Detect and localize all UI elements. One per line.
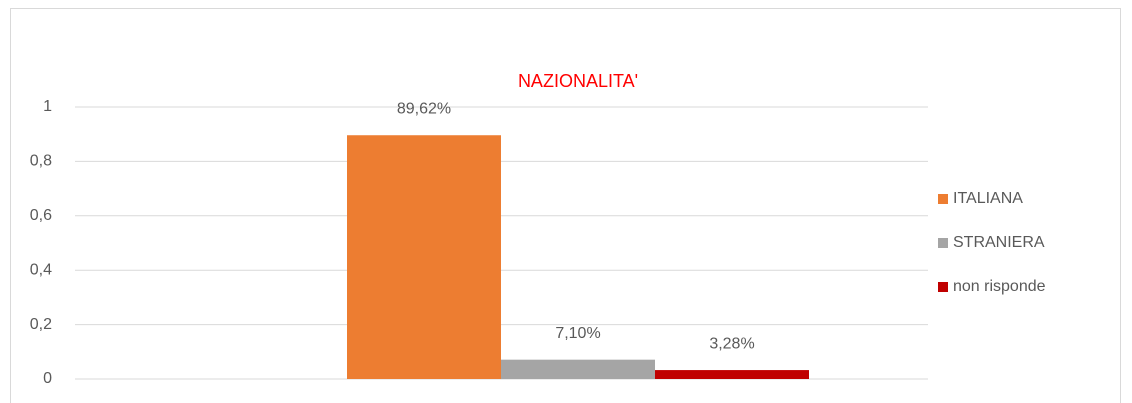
legend-label: non risponde bbox=[953, 278, 1046, 295]
bar bbox=[347, 135, 501, 379]
legend-swatch bbox=[938, 282, 948, 292]
chart-title: NAZIONALITA' bbox=[518, 71, 638, 91]
y-tick-label: 1 bbox=[43, 98, 52, 115]
bar bbox=[655, 370, 809, 379]
y-tick-label: 0,4 bbox=[30, 261, 52, 278]
chart-border bbox=[10, 8, 1121, 403]
data-label: 3,28% bbox=[709, 335, 754, 352]
data-label: 89,62% bbox=[397, 100, 451, 117]
y-tick-label: 0,8 bbox=[30, 153, 52, 170]
y-tick-label: 0,2 bbox=[30, 316, 52, 333]
data-label: 7,10% bbox=[555, 325, 600, 342]
legend-label: ITALIANA bbox=[953, 190, 1023, 207]
legend-swatch bbox=[938, 194, 948, 204]
y-tick-label: 0,6 bbox=[30, 207, 52, 224]
legend-swatch bbox=[938, 238, 948, 248]
legend-label: STRANIERA bbox=[953, 234, 1045, 251]
bar bbox=[501, 359, 655, 379]
y-tick-label: 0 bbox=[43, 370, 52, 387]
